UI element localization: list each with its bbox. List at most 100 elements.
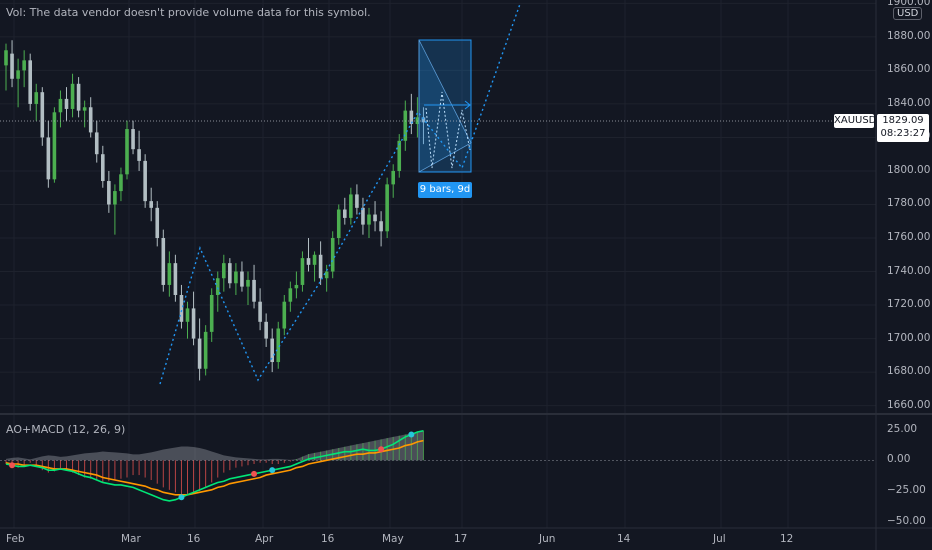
candle[interactable] — [70, 73, 75, 118]
cross-marker — [378, 446, 385, 453]
candle[interactable] — [203, 325, 208, 376]
indicator-tick-label: −50.00 — [887, 514, 926, 527]
candle[interactable] — [167, 251, 172, 297]
candle[interactable] — [373, 201, 377, 232]
candle[interactable] — [197, 318, 202, 381]
candle[interactable] — [22, 50, 26, 88]
ao-macd-indicator[interactable] — [0, 429, 876, 502]
candle[interactable] — [125, 120, 129, 180]
candle[interactable] — [258, 288, 262, 331]
price-tick-label: 1780.00 — [887, 197, 931, 210]
projection-box[interactable] — [418, 39, 472, 173]
candle[interactable] — [330, 231, 335, 279]
candle[interactable] — [113, 184, 117, 235]
candle[interactable] — [16, 58, 20, 108]
cross-marker — [269, 467, 276, 474]
candle[interactable] — [40, 87, 45, 146]
time-tick-label: Jun — [539, 533, 556, 545]
candle[interactable] — [397, 134, 402, 178]
candle[interactable] — [46, 120, 51, 188]
time-tick-label: Jul — [713, 533, 726, 545]
candle[interactable] — [34, 83, 39, 121]
candle[interactable] — [234, 263, 238, 295]
candle[interactable] — [64, 87, 69, 121]
price-tick-label: 1860.00 — [887, 63, 931, 76]
candle[interactable] — [324, 264, 329, 292]
price-tick-label: 1760.00 — [887, 231, 931, 243]
candle[interactable] — [361, 197, 365, 235]
price-tick-label: 1680.00 — [887, 365, 931, 378]
candle[interactable] — [294, 271, 299, 299]
price-tick-label: 1720.00 — [887, 298, 931, 311]
measure-label[interactable]: 9 bars, 9d — [418, 182, 472, 198]
cross-marker — [178, 494, 185, 501]
candle[interactable] — [173, 254, 178, 302]
candle[interactable] — [385, 177, 389, 239]
candle[interactable] — [349, 187, 353, 225]
candle[interactable] — [58, 90, 63, 128]
candle[interactable] — [191, 291, 196, 346]
candle[interactable] — [161, 229, 166, 292]
candle[interactable] — [4, 43, 8, 91]
price-tick-label: 1900.00 — [887, 0, 931, 9]
candle[interactable] — [343, 197, 347, 225]
candle[interactable] — [228, 258, 232, 289]
candle[interactable] — [143, 154, 147, 208]
pattern-trendline[interactable] — [159, 3, 521, 385]
candle[interactable] — [300, 251, 305, 292]
candle[interactable] — [367, 207, 371, 239]
candle[interactable] — [336, 204, 341, 245]
projection-arrow-head — [464, 100, 471, 110]
candle[interactable] — [10, 40, 14, 88]
candle[interactable] — [306, 238, 311, 272]
candle[interactable] — [185, 301, 190, 339]
candle[interactable] — [222, 254, 226, 292]
candle[interactable] — [119, 167, 123, 202]
candle[interactable] — [101, 145, 105, 188]
candle[interactable] — [355, 184, 359, 215]
candle[interactable] — [421, 107, 426, 145]
candle[interactable] — [312, 251, 317, 282]
candle[interactable] — [379, 211, 383, 247]
candle[interactable] — [270, 328, 274, 373]
cross-marker — [251, 470, 258, 477]
last-price-tag: 1829.09 08:23:27 — [877, 114, 929, 142]
candle[interactable] — [276, 321, 281, 369]
candle[interactable] — [94, 120, 99, 163]
candle[interactable] — [403, 100, 408, 151]
candle[interactable] — [391, 164, 395, 198]
candle[interactable] — [88, 97, 93, 138]
price-tick-label: 1700.00 — [887, 331, 931, 344]
chart-drawings[interactable] — [159, 3, 521, 385]
indicator-title[interactable]: AO+MACD (12, 26, 9) — [6, 423, 126, 436]
currency-badge[interactable]: USD — [893, 7, 923, 20]
candle[interactable] — [215, 271, 220, 312]
candle[interactable] — [318, 241, 323, 285]
candle[interactable] — [82, 100, 87, 128]
candle[interactable] — [149, 187, 153, 222]
candle[interactable] — [209, 288, 214, 342]
candle[interactable] — [264, 313, 268, 347]
candle[interactable] — [137, 130, 141, 171]
candle[interactable] — [76, 77, 81, 118]
candle[interactable] — [155, 201, 160, 247]
candle[interactable] — [288, 281, 293, 312]
candle[interactable] — [179, 284, 184, 329]
candle[interactable] — [240, 261, 244, 292]
candle[interactable] — [252, 264, 256, 309]
candle[interactable] — [107, 170, 111, 213]
candle[interactable] — [131, 120, 135, 155]
candle[interactable] — [28, 53, 32, 111]
candlestick-series[interactable] — [4, 40, 426, 381]
macd-line — [5, 429, 424, 502]
time-tick-label: 14 — [617, 533, 631, 545]
symbol-tag: XAUUSD — [834, 114, 877, 128]
candle[interactable] — [409, 93, 414, 135]
indicator-tick-label: −25.00 — [887, 484, 926, 497]
time-tick-label: Apr — [255, 533, 274, 545]
candle[interactable] — [282, 294, 287, 336]
candle[interactable] — [246, 271, 250, 306]
volume-note: Vol: The data vendor doesn't provide vol… — [6, 6, 371, 19]
candle[interactable] — [52, 107, 57, 183]
